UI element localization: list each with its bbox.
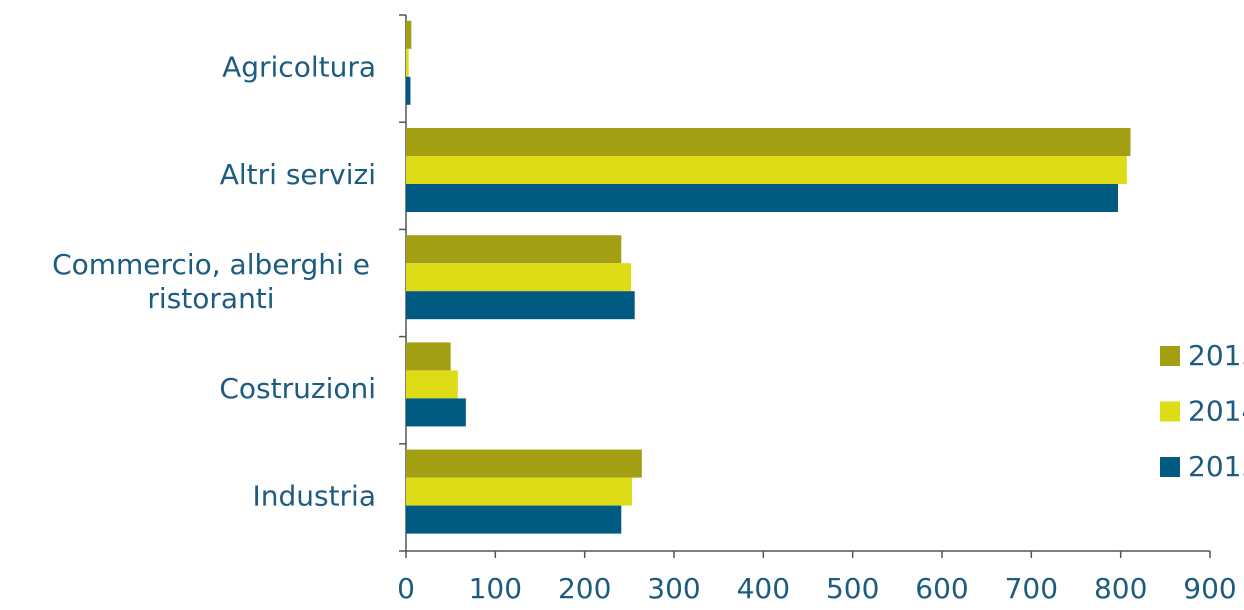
bar — [406, 76, 411, 105]
bar — [406, 263, 632, 292]
x-tick-label: 600 — [915, 572, 968, 605]
category-label: Commercio, alberghi e ristoranti — [52, 248, 370, 315]
x-tick-label: 700 — [1005, 572, 1058, 605]
category-label: Industria — [252, 479, 376, 512]
category-label: Costruzioni — [219, 372, 376, 405]
bar — [406, 505, 622, 534]
bar — [406, 128, 1131, 156]
legend-swatch — [1160, 457, 1180, 477]
bar — [406, 235, 622, 264]
bar — [406, 370, 458, 399]
x-tick-label: 900 — [1183, 572, 1236, 605]
x-tick-label: 100 — [469, 572, 522, 605]
bar — [406, 20, 412, 49]
legend-swatch — [1160, 346, 1180, 366]
bar — [406, 291, 635, 320]
legend-label: 2014 — [1188, 395, 1244, 428]
x-tick-label: 500 — [826, 572, 879, 605]
x-tick-label: 0 — [397, 572, 415, 605]
bar — [406, 477, 633, 506]
bar — [406, 48, 409, 77]
legend-swatch — [1160, 401, 1180, 422]
category-label: Agricoltura — [222, 51, 376, 84]
x-tick-label: 200 — [558, 572, 611, 605]
x-tick-label: 300 — [647, 572, 700, 605]
legend-label: 2013 — [1188, 450, 1244, 483]
bar — [406, 156, 1127, 184]
legend-label: 2015 — [1188, 339, 1244, 372]
bar — [406, 184, 1118, 212]
x-tick-label: 400 — [737, 572, 790, 605]
category-label: Altri servizi — [220, 158, 376, 191]
bar — [406, 342, 451, 371]
bar — [406, 449, 642, 478]
bar — [406, 398, 466, 427]
x-tick-label: 800 — [1094, 572, 1147, 605]
